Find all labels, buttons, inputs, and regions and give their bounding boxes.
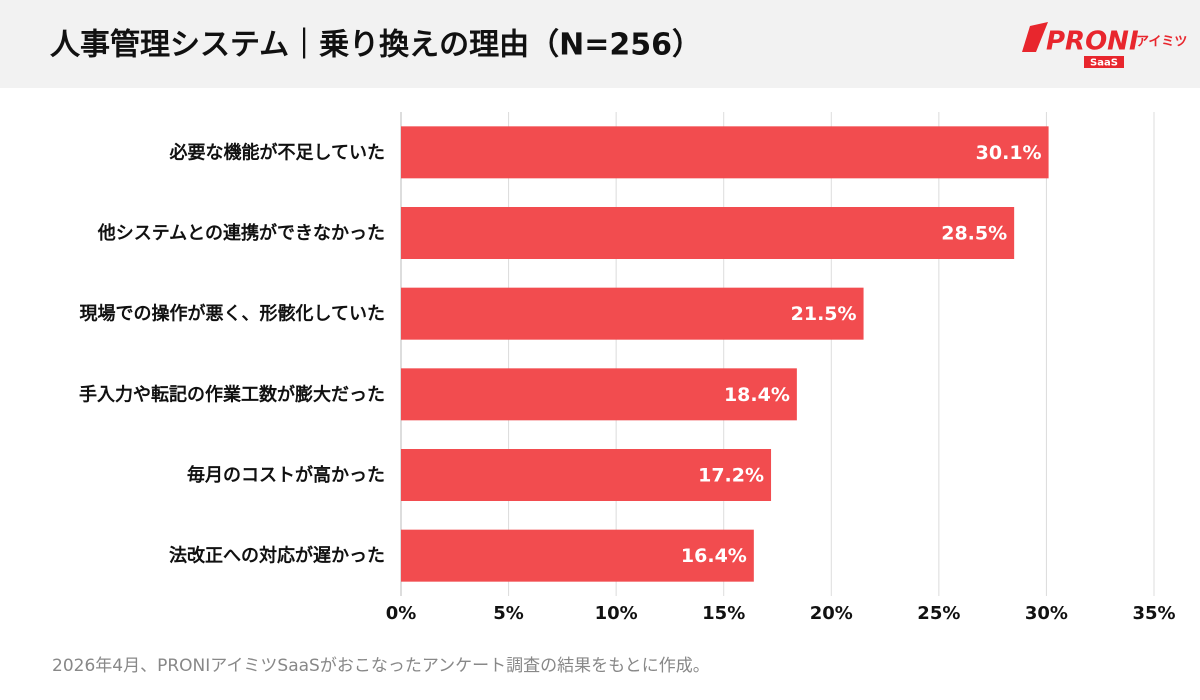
footnote: 2026年4月、PRONIアイミツSaaSがおこなったアンケート調査の結果をもと… (52, 656, 710, 676)
y-tick-label: 他システムとの連携ができなかった (97, 222, 385, 244)
x-tick-label: 35% (1132, 603, 1175, 624)
value-label: 16.4% (681, 545, 747, 567)
bar (401, 368, 797, 421)
y-tick-label: 現場での操作が悪く、形骸化していた (80, 303, 385, 325)
chart-title: 人事管理システム｜乗り換えの理由（N=256） (49, 28, 702, 63)
logo-tag: SaaS (1090, 58, 1118, 69)
x-tick-label: 0% (386, 603, 417, 624)
value-label: 21.5% (791, 303, 857, 325)
value-label: 17.2% (698, 465, 764, 487)
x-tick-label: 10% (595, 603, 638, 624)
x-tick-label: 25% (917, 603, 960, 624)
x-tick-label: 5% (493, 603, 524, 624)
bar (401, 207, 1015, 259)
y-tick-label: 手入力や転記の作業工数が膨大だった (79, 383, 385, 405)
logo-brand: PRONI (1046, 27, 1139, 57)
y-tick-label: 法改正への対応が遅かった (169, 545, 385, 567)
y-tick-label: 毎月のコストが高かった (187, 464, 385, 486)
bar (401, 126, 1049, 179)
x-tick-label: 20% (810, 603, 853, 624)
value-label: 30.1% (976, 142, 1042, 164)
x-tick-label: 15% (702, 603, 745, 624)
value-label: 28.5% (941, 223, 1007, 245)
bar (401, 449, 772, 501)
logo-tag-bg (1084, 56, 1124, 68)
bar (401, 287, 864, 340)
header-band (0, 0, 1200, 88)
bar (401, 529, 754, 582)
logo-mark (1022, 22, 1048, 52)
logo-sub: アイミツ (1136, 35, 1187, 50)
x-tick-label: 30% (1025, 603, 1068, 624)
y-tick-label: 必要な機能が不足していた (169, 141, 385, 163)
value-label: 18.4% (724, 384, 790, 406)
logo: PRONI アイミツ SaaS (1022, 22, 1187, 69)
